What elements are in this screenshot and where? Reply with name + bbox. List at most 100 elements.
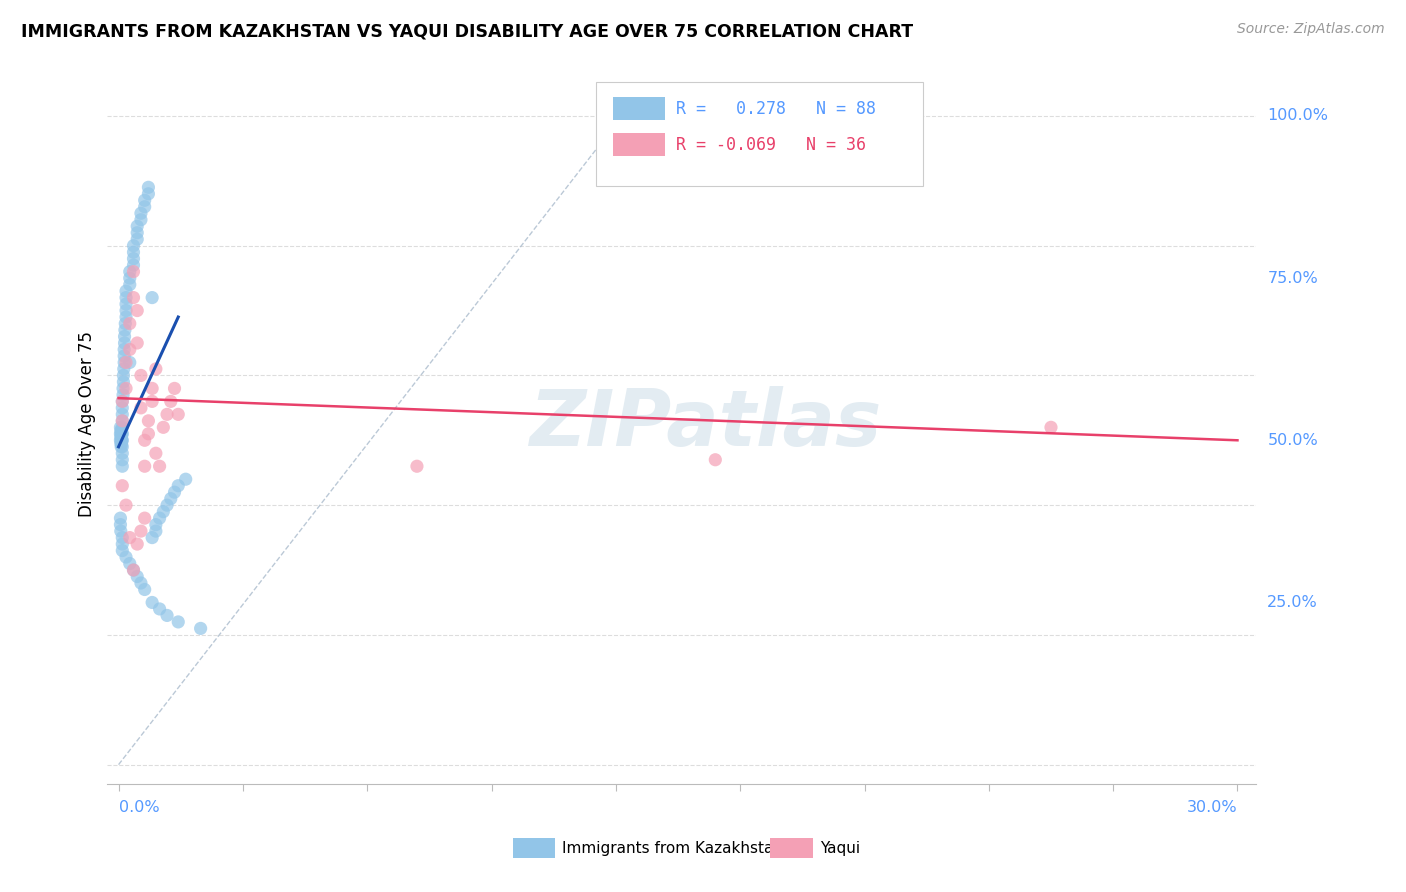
Point — [167, 615, 190, 629]
Point — [138, 426, 160, 441]
Point — [122, 258, 145, 272]
Point — [1040, 420, 1063, 434]
Point — [112, 368, 135, 383]
Point — [115, 498, 138, 512]
Point — [111, 414, 134, 428]
Point — [156, 498, 179, 512]
Text: R =   0.278   N = 88: R = 0.278 N = 88 — [676, 100, 876, 118]
Point — [163, 381, 186, 395]
Point — [114, 329, 136, 343]
Point — [134, 434, 156, 448]
Point — [138, 186, 160, 201]
Point — [141, 291, 163, 305]
Point — [118, 271, 141, 285]
Point — [129, 576, 152, 591]
Point — [111, 459, 134, 474]
Point — [118, 317, 141, 331]
Point — [110, 440, 132, 454]
Point — [112, 381, 135, 395]
Point — [118, 557, 141, 571]
Point — [145, 446, 167, 460]
Point — [127, 537, 149, 551]
Point — [115, 549, 138, 564]
Point — [111, 446, 134, 460]
Point — [110, 424, 132, 438]
Text: Immigrants from Kazakhstan: Immigrants from Kazakhstan — [562, 841, 783, 855]
Point — [110, 517, 132, 532]
Point — [134, 582, 156, 597]
Text: Source: ZipAtlas.com: Source: ZipAtlas.com — [1237, 22, 1385, 37]
Point — [115, 381, 138, 395]
Text: IMMIGRANTS FROM KAZAKHSTAN VS YAQUI DISABILITY AGE OVER 75 CORRELATION CHART: IMMIGRANTS FROM KAZAKHSTAN VS YAQUI DISA… — [21, 22, 914, 40]
Point — [110, 434, 132, 448]
Point — [112, 343, 135, 357]
Text: 100.0%: 100.0% — [1267, 109, 1329, 123]
Point — [190, 621, 212, 635]
Point — [167, 479, 190, 493]
Point — [134, 194, 156, 208]
Point — [118, 343, 141, 357]
Point — [127, 232, 149, 246]
Point — [118, 531, 141, 545]
Point — [112, 349, 135, 363]
Text: 30.0%: 30.0% — [1187, 800, 1237, 815]
Text: Yaqui: Yaqui — [820, 841, 860, 855]
Point — [111, 434, 134, 448]
Point — [149, 511, 172, 525]
FancyBboxPatch shape — [613, 133, 665, 156]
Point — [110, 436, 132, 450]
Point — [111, 408, 134, 422]
Point — [114, 323, 136, 337]
Point — [110, 511, 132, 525]
Point — [112, 375, 135, 389]
Point — [111, 394, 134, 409]
Point — [112, 362, 135, 376]
Point — [110, 430, 132, 444]
Point — [134, 200, 156, 214]
Point — [115, 310, 138, 324]
Point — [159, 394, 181, 409]
Point — [156, 608, 179, 623]
Point — [110, 426, 132, 441]
Point — [145, 517, 167, 532]
Point — [111, 426, 134, 441]
Point — [118, 355, 141, 369]
Point — [127, 569, 149, 583]
Point — [129, 524, 152, 538]
Point — [122, 563, 145, 577]
Point — [156, 408, 179, 422]
Point — [110, 430, 132, 444]
Y-axis label: Disability Age Over 75: Disability Age Over 75 — [79, 331, 96, 517]
Point — [111, 543, 134, 558]
Point — [141, 595, 163, 609]
Point — [127, 226, 149, 240]
Point — [138, 414, 160, 428]
Point — [111, 414, 134, 428]
Point — [115, 291, 138, 305]
Point — [110, 524, 132, 538]
Text: 50.0%: 50.0% — [1267, 433, 1317, 448]
Point — [111, 479, 134, 493]
Point — [127, 303, 149, 318]
Point — [110, 426, 132, 441]
Text: ZIPatlas: ZIPatlas — [529, 386, 880, 462]
Point — [111, 452, 134, 467]
Point — [129, 206, 152, 220]
Point — [111, 394, 134, 409]
Point — [704, 452, 727, 467]
Point — [115, 355, 138, 369]
Point — [111, 434, 134, 448]
Point — [110, 436, 132, 450]
Point — [129, 368, 152, 383]
Point — [118, 265, 141, 279]
Point — [112, 355, 135, 369]
Text: 75.0%: 75.0% — [1267, 270, 1317, 285]
Point — [127, 219, 149, 234]
Point — [110, 420, 132, 434]
Text: 0.0%: 0.0% — [118, 800, 159, 815]
Point — [141, 394, 163, 409]
Point — [127, 336, 149, 351]
Point — [112, 388, 135, 402]
Point — [152, 420, 174, 434]
Point — [159, 491, 181, 506]
